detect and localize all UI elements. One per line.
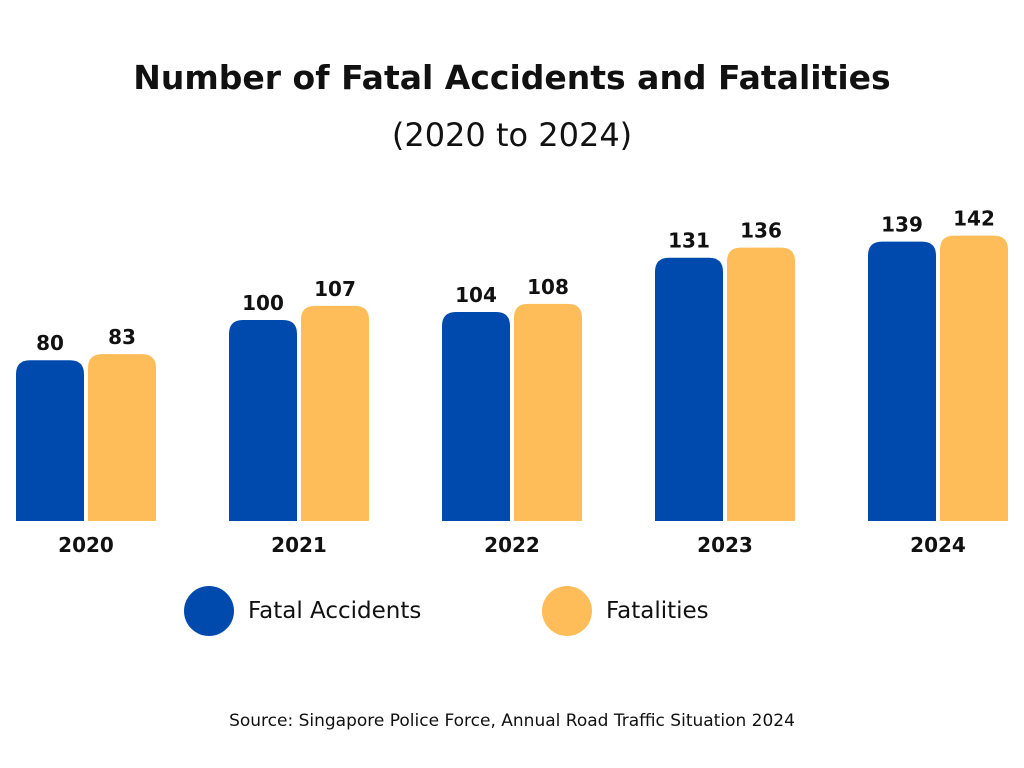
data-label-fatalities-2022: 108 — [527, 275, 569, 299]
x-tick-label-2023: 2023 — [697, 533, 753, 557]
data-label-fatalities-2020: 83 — [108, 325, 136, 349]
bar-fatal-accidents-2021 — [229, 320, 297, 521]
bar-fatalities-2020 — [88, 354, 156, 521]
bar-fatal-accidents-2024 — [868, 241, 936, 522]
bar-fatal-accidents-2020 — [16, 360, 84, 521]
bar-fatal-accidents-2023 — [655, 257, 723, 521]
bar-fatalities-2023 — [727, 247, 795, 521]
x-tick-label-2024: 2024 — [910, 533, 966, 557]
data-label-fatal-accidents-2023: 131 — [668, 229, 710, 253]
bar-fatal-accidents-2022 — [442, 311, 510, 521]
legend-label-fatalities: Fatalities — [606, 598, 709, 624]
data-label-fatal-accidents-2021: 100 — [242, 291, 284, 315]
data-label-fatalities-2024: 142 — [953, 207, 995, 231]
chart-title: Number of Fatal Accidents and Fatalities — [133, 58, 891, 97]
bar-fatalities-2024 — [940, 235, 1008, 521]
legend: Fatal Accidents Fatalities — [0, 586, 1024, 636]
legend-swatch-fatalities — [542, 586, 592, 636]
data-label-fatalities-2023: 136 — [740, 219, 782, 243]
x-tick-label-2020: 2020 — [58, 533, 114, 557]
data-label-fatalities-2021: 107 — [314, 277, 356, 301]
source-note: Source: Singapore Police Force, Annual R… — [229, 711, 795, 731]
bar-fatalities-2021 — [301, 305, 369, 521]
legend-item-fatalities: Fatalities — [542, 586, 709, 636]
x-tick-label-2021: 2021 — [271, 533, 327, 557]
bar-fatalities-2022 — [514, 303, 582, 521]
chart-subtitle: (2020 to 2024) — [391, 116, 633, 154]
legend-item-fatal-accidents: Fatal Accidents — [184, 586, 421, 636]
legend-label-fatal-accidents: Fatal Accidents — [248, 598, 422, 624]
legend-swatch-fatal-accidents — [184, 586, 234, 636]
bar-chart: 80 83 2020 100 107 2021 104 108 2022 131 136 2023 13… — [16, 207, 1008, 557]
data-label-fatal-accidents-2022: 104 — [455, 283, 497, 307]
data-label-fatal-accidents-2024: 139 — [881, 213, 923, 237]
data-label-fatal-accidents-2020: 80 — [36, 331, 64, 355]
x-tick-label-2022: 2022 — [484, 533, 540, 557]
